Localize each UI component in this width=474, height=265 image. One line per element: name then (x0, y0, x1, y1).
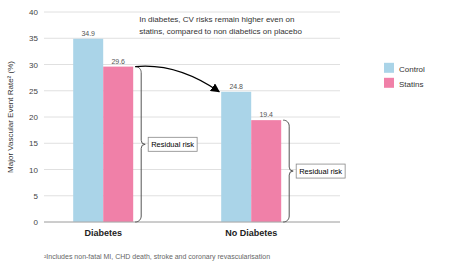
residual-text: Residual risk (151, 140, 194, 149)
grid-line (44, 12, 340, 13)
annotation-line: In diabetes, CV risks remain higher even… (139, 15, 294, 24)
x-tick-label: Diabetes (84, 228, 122, 238)
y-tick-label: 0 (34, 218, 39, 227)
x-axis-line (44, 222, 340, 223)
y-tick-label: 10 (29, 166, 38, 175)
bar (251, 120, 281, 222)
data-label: 19.4 (259, 111, 273, 118)
y-tick-label: 30 (29, 61, 38, 70)
grid-line (44, 38, 340, 39)
bar (103, 67, 133, 222)
chart: 0 5 10 15 20 25 30 35 40 Major Vascular Event Rat… (0, 0, 474, 265)
y-tick-label: 15 (29, 139, 38, 148)
residual-label: Residual risk (296, 164, 345, 178)
y-tick-label: 35 (29, 34, 38, 43)
x-tick-label: No Diabetes (225, 228, 277, 238)
footnote: ²Includes non-fatal MI, CHD death, strok… (44, 253, 270, 261)
y-tick-label: 25 (29, 87, 38, 96)
label-box (296, 164, 345, 178)
y-axis-label: Major Vascular Event Rate² (%) (6, 61, 15, 173)
annotation: In diabetes, CV risks remain higher even… (139, 15, 302, 36)
residual-label: Residual risk (148, 137, 197, 151)
grid-line (44, 222, 340, 223)
legend-label: Statins (399, 80, 423, 89)
legend-label: Control (399, 65, 425, 74)
y-tick-label: 20 (29, 113, 38, 122)
annotation-arrow (135, 66, 219, 92)
annotation-line: statins, compared to non diabetics on pl… (139, 27, 302, 36)
bar (221, 92, 251, 222)
legend: Control Statins (384, 63, 425, 89)
legend-swatch (384, 78, 394, 88)
residual-text: Residual risk (299, 167, 342, 176)
data-label: 34.9 (81, 30, 95, 37)
bars (73, 39, 281, 222)
y-tick-label: 40 (29, 8, 38, 17)
bracket (283, 120, 293, 222)
legend-swatch (384, 63, 394, 73)
bar (73, 39, 103, 222)
label-box (148, 137, 197, 151)
data-label: 24.8 (229, 83, 243, 90)
y-tick-label: 5 (34, 192, 39, 201)
data-label: 29.6 (111, 58, 125, 65)
bracket (135, 67, 145, 222)
